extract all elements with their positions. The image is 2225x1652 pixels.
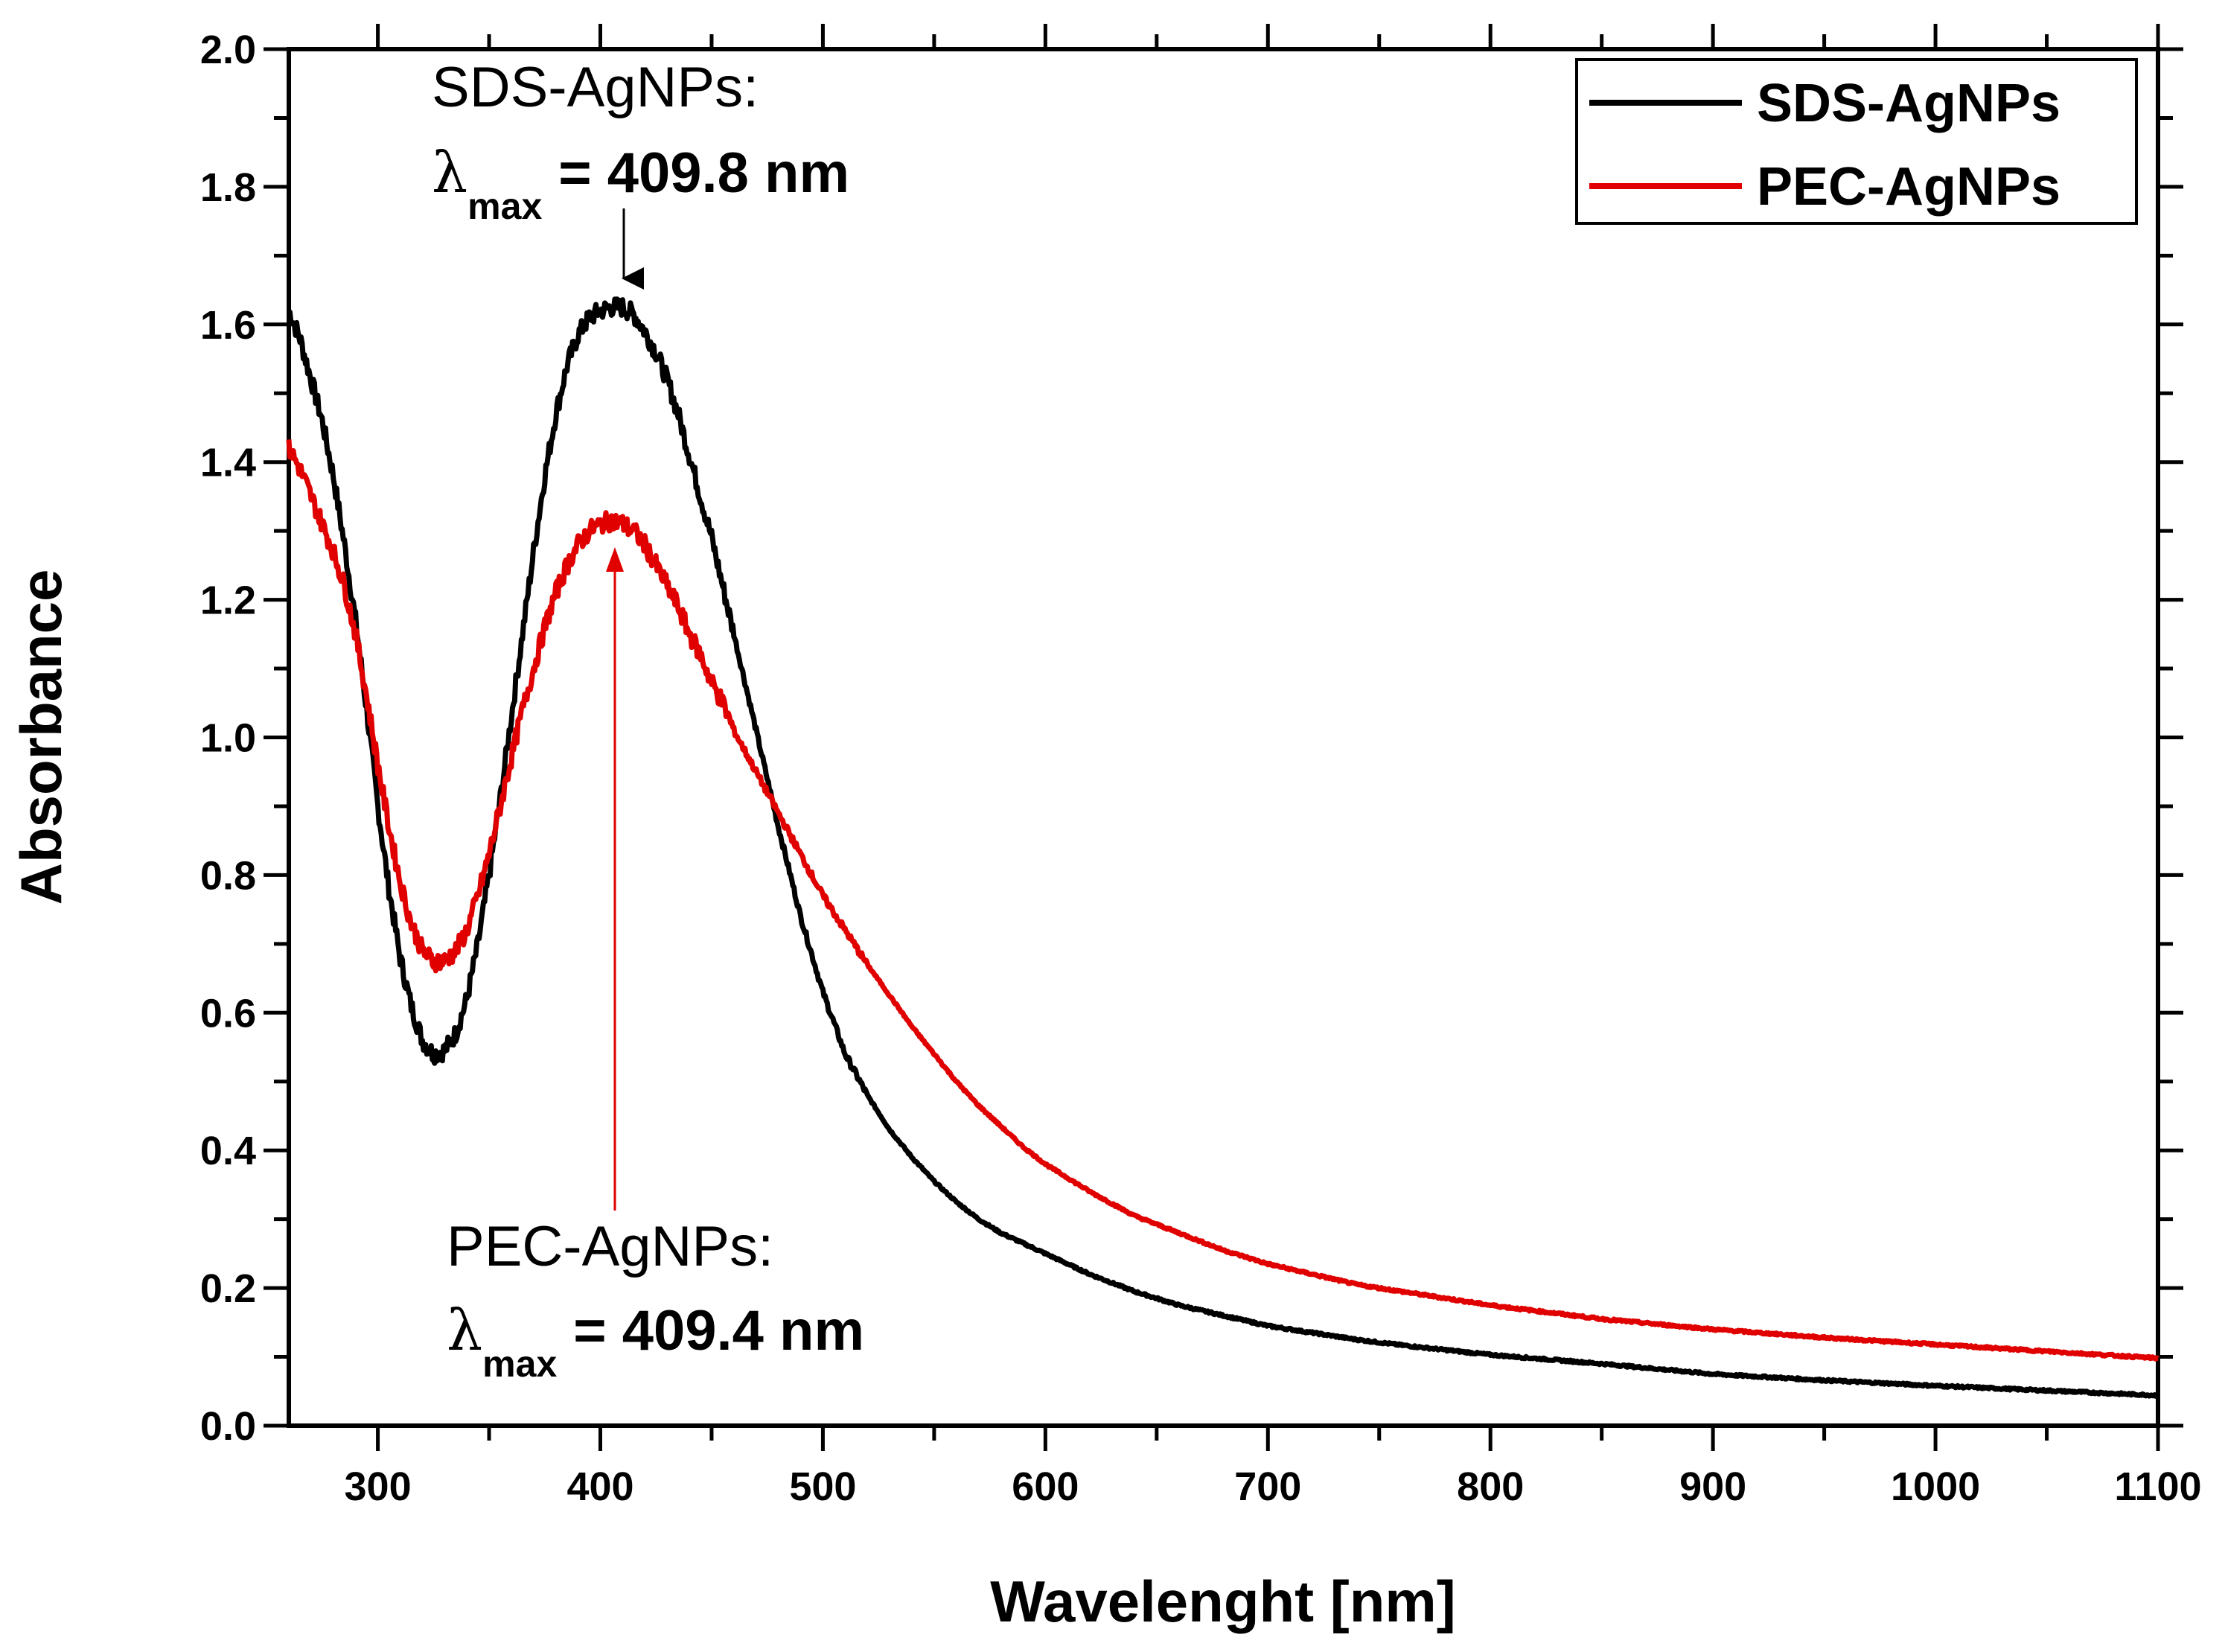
pec-peak-arrow-head <box>606 547 624 572</box>
y-tick-label: 0.6 <box>200 991 256 1036</box>
y-tick-label: 0.0 <box>200 1404 256 1449</box>
pec-annotation-value: = 409.4 nm <box>573 1299 864 1362</box>
pec-lambda-symbol: λ <box>447 1297 482 1363</box>
sds-annotation-name: SDS-AgNPs: <box>432 56 759 119</box>
legend-box <box>1575 58 2138 225</box>
y-tick-label: 1.6 <box>200 303 256 348</box>
x-tick-labels: 300 400 500 600 700 800 900 1000 1100 <box>345 1464 2202 1509</box>
pec-lambda-subscript: max <box>482 1343 557 1385</box>
legend-label-sds: SDS-AgNPs <box>1757 74 2060 133</box>
y-tick-label: 0.4 <box>200 1129 256 1173</box>
y-tick-label: 1.2 <box>200 578 256 623</box>
legend-label-pec: PEC-AgNPs <box>1757 157 2060 217</box>
pec-agnps-line <box>286 439 2159 1362</box>
x-tick-label: 400 <box>566 1464 633 1509</box>
x-tick-label: 1000 <box>1891 1464 1980 1509</box>
x-tick-label: 300 <box>345 1464 412 1509</box>
y-tick-label: 1.8 <box>200 165 256 210</box>
pec-annotation-lambda-line: λmax = 409.4 nm <box>447 1297 864 1385</box>
series-layer <box>286 296 2159 1399</box>
x-tick-label: 900 <box>1679 1464 1746 1509</box>
x-axis-title: Wavelenght [nm] <box>990 1569 1455 1634</box>
sds-annotation-lambda-line: λmax = 409.8 nm <box>432 139 849 227</box>
sds-lambda-subscript: max <box>467 185 542 227</box>
x-tick-label: 500 <box>789 1464 856 1509</box>
sds-agnps-line <box>287 296 2159 1399</box>
legend: SDS-AgNPs PEC-AgNPs <box>1575 58 2138 225</box>
axis-ticks <box>264 24 2183 1451</box>
x-tick-label: 600 <box>1012 1464 1079 1509</box>
y-tick-label: 1.0 <box>200 716 256 761</box>
y-tick-label: 0.2 <box>200 1266 256 1311</box>
y-tick-label: 0.8 <box>200 853 256 898</box>
x-tick-label: 700 <box>1234 1464 1301 1509</box>
y-tick-label: 2.0 <box>200 28 256 72</box>
y-tick-label: 1.4 <box>200 441 256 485</box>
sds-annotation-value: = 409.8 nm <box>558 141 849 205</box>
x-tick-label: 800 <box>1457 1464 1524 1509</box>
x-tick-label: 1100 <box>2114 1464 2201 1509</box>
sds-lambda-symbol: λ <box>432 139 467 205</box>
y-axis-title: Absorbance <box>8 570 74 905</box>
pec-annotation-name: PEC-AgNPs: <box>447 1215 773 1278</box>
annotation-layer: SDS-AgNPs: λmax= 409.8 nm PEC-AgNPs: λma… <box>432 56 864 1385</box>
y-tick-labels: 0.0 0.2 0.4 0.6 0.8 1.0 1.2 1.4 1.6 1.8 2.0 <box>200 28 256 1449</box>
